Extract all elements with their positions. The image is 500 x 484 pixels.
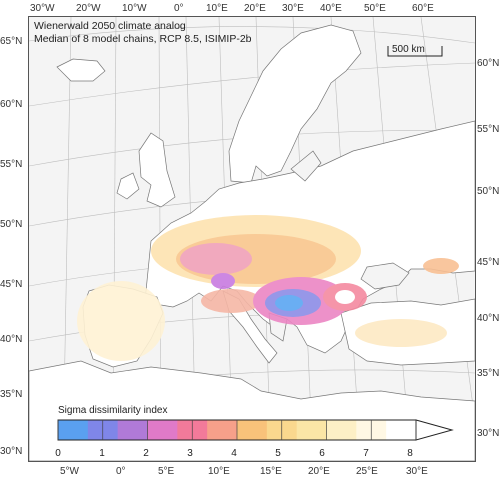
right-axis-label: 35°N (477, 368, 500, 379)
legend-tick-label: 5 (275, 448, 281, 459)
subtitle-line: Median of 8 model chains, RCP 8.5, ISIMI… (34, 33, 252, 45)
top-axis-label: 0° (174, 3, 184, 14)
top-axis-label: 40°E (320, 3, 342, 14)
legend-overflow-arrow (415, 419, 454, 441)
dissimilarity-field (77, 215, 459, 361)
right-axis-label: 40°N (477, 313, 500, 324)
top-axis-label: 20°W (76, 3, 101, 14)
legend-tick-label: 4 (231, 448, 237, 459)
bottom-axis-label: 10°E (208, 466, 230, 477)
legend-color-swatch (117, 420, 148, 440)
bottom-axis-label: 20°E (308, 466, 330, 477)
top-axis-label: 50°E (364, 3, 386, 14)
black-sea (360, 262, 410, 290)
map-title: Wienerwald 2050 climate analog Median of… (34, 20, 252, 46)
top-axis-label: 60°E (412, 3, 434, 14)
top-axis-label: 30°E (282, 3, 304, 14)
title-line: Wienerwald 2050 climate analog (34, 20, 186, 32)
bottom-axis-label: 30°E (406, 466, 428, 477)
map-frame (28, 16, 476, 462)
legend-tick-label: 7 (363, 448, 369, 459)
left-axis-label: 50°N (0, 219, 23, 230)
left-axis-label: 45°N (0, 279, 23, 290)
legend-tick-label: 8 (407, 448, 413, 459)
scandinavia-land (228, 24, 362, 184)
right-axis-label: 60°N (477, 58, 500, 69)
top-axis-label: 30°W (30, 3, 55, 14)
legend-color-swatch (386, 420, 417, 440)
left-axis-label: 55°N (0, 159, 23, 170)
legend-tick-label: 6 (319, 448, 325, 459)
legend-color-swatch (296, 420, 327, 440)
inland-seas (268, 150, 410, 342)
left-axis-label: 65°N (0, 36, 23, 47)
left-axis-label: 35°N (0, 389, 23, 400)
left-axis-label: 40°N (0, 334, 23, 345)
bottom-axis-label: 15°E (260, 466, 282, 477)
right-axis-label: 30°N (477, 428, 500, 439)
right-axis-label: 45°N (477, 257, 500, 268)
right-axis-label: 55°N (477, 124, 500, 135)
legend-tick-label: 2 (143, 448, 149, 459)
legend-color-swatch (147, 420, 178, 440)
baltic-sea (290, 150, 322, 182)
legend-tick-label: 0 (55, 448, 61, 459)
bottom-axis-label: 25°E (356, 466, 378, 477)
legend-color-swatch (237, 420, 268, 440)
left-axis-label: 30°N (0, 446, 23, 457)
top-axis-label: 20°E (244, 3, 266, 14)
legend-colorbar (57, 419, 454, 441)
bottom-axis-label: 5°W (60, 466, 79, 477)
legend-tick-label: 3 (187, 448, 193, 459)
scale-bar (387, 46, 443, 57)
map-canvas (29, 17, 475, 461)
bottom-axis-label: 5°E (158, 466, 175, 477)
legend-tick-label: 1 (99, 448, 105, 459)
top-axis-label: 10°W (122, 3, 147, 14)
legend-color-swatch (326, 420, 357, 440)
right-axis-label: 50°N (477, 186, 500, 197)
bottom-axis-label: 0° (116, 466, 126, 477)
great-britain-land (138, 132, 176, 208)
legend-color-swatch (58, 420, 89, 440)
legend-title: Sigma dissimilarity index (58, 405, 168, 416)
iceland-land (56, 58, 106, 82)
legend-color-swatch (207, 420, 238, 440)
top-axis-label: 10°E (206, 3, 228, 14)
left-axis-label: 60°N (0, 99, 23, 110)
scale-bar-label: 500 km (392, 44, 425, 55)
ireland-land (116, 172, 140, 200)
